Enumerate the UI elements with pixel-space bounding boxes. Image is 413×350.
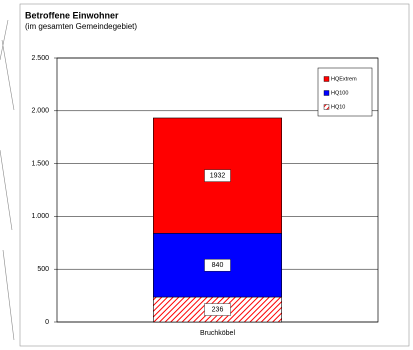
- legend-label: HQ100: [331, 90, 348, 96]
- value-label: 840: [212, 262, 224, 269]
- bar: [153, 296, 282, 323]
- legend-label: HQExtrem: [331, 76, 357, 82]
- chart-title: Betroffene Einwohner: [25, 10, 119, 20]
- legend-label: HQ10: [331, 104, 345, 110]
- legend-swatch: [323, 104, 330, 110]
- value-label-box: [204, 169, 231, 182]
- legend-swatch: [323, 76, 330, 82]
- y-tick-label: 1.500: [31, 160, 49, 167]
- y-tick-label: 1.000: [31, 213, 49, 220]
- x-tick-label: Bruchköbel: [200, 330, 235, 337]
- value-label: 236: [212, 306, 224, 313]
- y-tick-label: 2.500: [31, 55, 49, 62]
- y-tick-label: 2.000: [31, 108, 49, 115]
- y-tick-label: 0: [45, 319, 49, 326]
- legend: HQExtrem HQ100 HQ10: [317, 67, 373, 117]
- legend-swatch: [323, 90, 330, 96]
- chart-subtitle: (im gesamten Gemeindegebiet): [25, 22, 137, 31]
- value-label-box: [204, 303, 231, 316]
- value-label: 1932: [210, 172, 226, 179]
- background-decoration: [0, 19, 15, 341]
- value-label-box: [204, 258, 231, 272]
- y-tick-label: 500: [37, 266, 49, 273]
